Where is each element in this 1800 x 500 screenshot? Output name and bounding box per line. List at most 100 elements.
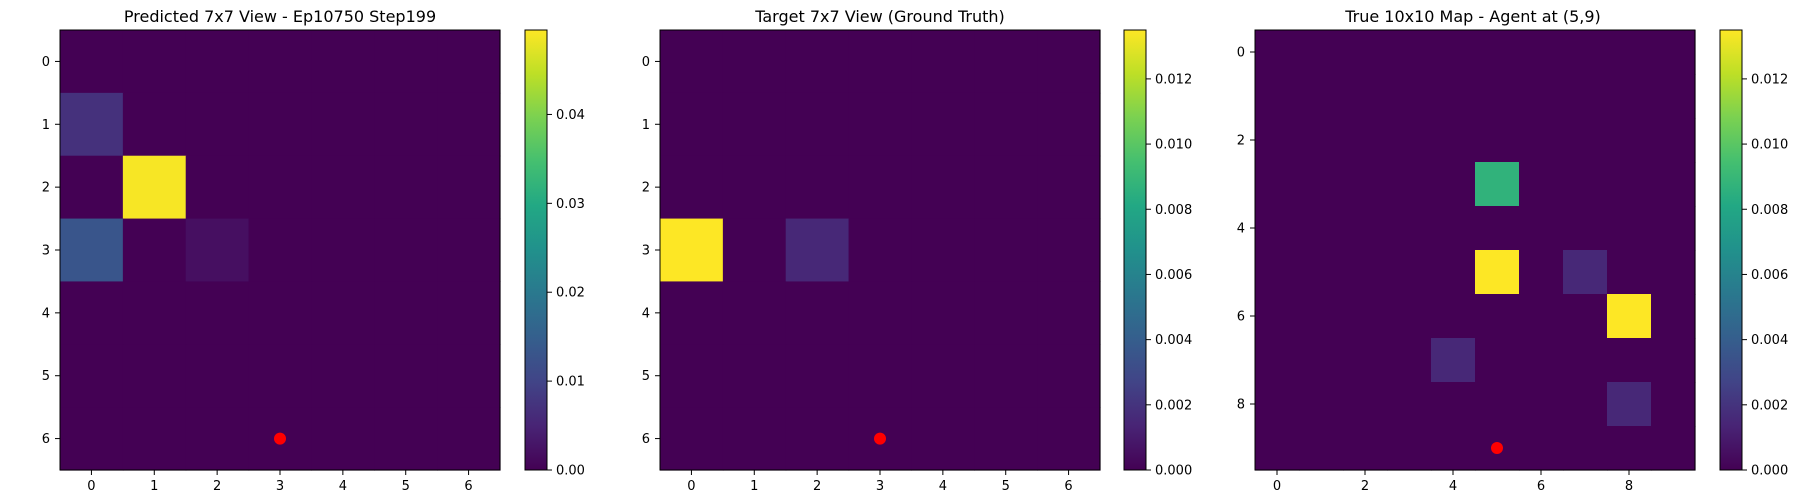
y-tick-label: 4 <box>1237 222 1245 237</box>
heatmap-cell-r2-c8 <box>1607 118 1652 163</box>
heatmap-cell-r3-c7 <box>1563 162 1608 207</box>
heatmap-cell-r1-c2 <box>1343 74 1388 119</box>
heatmap-cell-r0-c7 <box>1563 30 1608 75</box>
heatmap-cell-r5-c2 <box>185 344 250 408</box>
heatmap-cell-r1-c2 <box>785 92 850 157</box>
heatmap-cell-r7-c8 <box>1607 338 1652 383</box>
colorbar-tick-label: 0.006 <box>1155 268 1192 283</box>
heatmap-cell-r1-c6 <box>1519 74 1564 119</box>
x-tick-label: 6 <box>464 479 472 494</box>
heatmap-cell-r2-c2 <box>785 155 850 220</box>
y-tick-label: 6 <box>1237 310 1245 325</box>
y-tick-label: 6 <box>42 432 50 447</box>
heatmap-cell-r3-c6 <box>437 218 501 283</box>
heatmap-cell-r2-c6 <box>1037 155 1101 220</box>
heatmap-cell-r8-c0 <box>1255 382 1300 427</box>
colorbar-tick-label: 0.012 <box>1751 72 1788 87</box>
heatmap-cell-r5-c5 <box>974 344 1038 408</box>
heatmap-cell-r3-c6 <box>1037 218 1101 283</box>
x-tick-label: 4 <box>1449 479 1457 494</box>
heatmap-cell-r2-c5 <box>974 155 1038 220</box>
heatmap-cell-r5-c8 <box>1607 250 1652 295</box>
heatmap-cell-r4-c3 <box>1387 206 1432 251</box>
colorbar-tick-label: 0.008 <box>1751 203 1788 218</box>
heatmap-cell-r0-c1 <box>122 30 187 94</box>
heatmap-cell-r4-c6 <box>437 281 501 345</box>
heatmap-cell-r3-c4 <box>1431 162 1476 207</box>
heatmap-cell-r0-c0 <box>1255 30 1300 75</box>
heatmap-cell-r1-c0 <box>60 92 124 157</box>
heatmap-cell-r2-c3 <box>248 155 313 220</box>
heatmap-cell-r0-c6 <box>437 30 501 94</box>
heatmap-cell-r1-c4 <box>911 92 975 157</box>
heatmap-cell-r9-c4 <box>1431 426 1476 471</box>
heatmap-cell-r4-c4 <box>1431 206 1476 251</box>
heatmap-cell-r5-c5 <box>374 344 438 408</box>
x-tick-label: 6 <box>1537 479 1545 494</box>
heatmap-cell-r3-c4 <box>911 218 975 283</box>
heatmap-cell-r7-c5 <box>1475 338 1520 383</box>
colorbar-tick-label: 0.006 <box>1751 268 1788 283</box>
heatmap-cell-r1-c5 <box>374 92 438 157</box>
heatmap-cell-r1-c3 <box>248 92 313 157</box>
colorbar-tick-label: 0.004 <box>1751 333 1788 348</box>
heatmap-cell-r2-c5 <box>1475 118 1520 163</box>
heatmap-cell-r4-c3 <box>248 281 313 345</box>
heatmap-cell-r6-c4 <box>311 407 375 471</box>
heatmap-cell-r7-c7 <box>1563 338 1608 383</box>
heatmap-cell-r1-c0 <box>660 92 724 157</box>
heatmap-cell-r4-c6 <box>1037 281 1101 345</box>
heatmap-cell-r4-c1 <box>722 281 787 345</box>
heatmap-cell-r3-c1 <box>722 218 787 283</box>
heatmap-cell-r5-c5 <box>1475 250 1520 295</box>
heatmap-cell-r3-c0 <box>60 218 124 283</box>
heatmap-cell-r2-c3 <box>1387 118 1432 163</box>
heatmap-cell-r0-c0 <box>660 30 724 94</box>
y-tick-label: 0 <box>642 55 650 70</box>
heatmap-cell-r1-c4 <box>311 92 375 157</box>
heatmap-cell-r5-c7 <box>1563 250 1608 295</box>
title-predicted: Predicted 7x7 View - Ep10750 Step199 <box>124 7 436 26</box>
heatmap-cell-r8-c6 <box>1519 382 1564 427</box>
heatmap-cell-r8-c3 <box>1387 382 1432 427</box>
y-tick-label: 3 <box>42 244 50 259</box>
heatmap-cell-r1-c6 <box>1037 92 1101 157</box>
heatmap-cell-r2-c0 <box>660 155 724 220</box>
heatmap-cell-r3-c5 <box>374 218 438 283</box>
y-tick-label: 0 <box>42 55 50 70</box>
heatmap-cell-r5-c1 <box>122 344 187 408</box>
heatmap-cell-r2-c7 <box>1563 118 1608 163</box>
heatmap-cell-r5-c2 <box>1343 250 1388 295</box>
x-tick-label: 0 <box>687 479 695 494</box>
heatmap-cell-r6-c6 <box>437 407 501 471</box>
agent-position-marker <box>274 432 286 445</box>
heatmap-cell-r8-c5 <box>1475 382 1520 427</box>
x-tick-label: 0 <box>1273 479 1281 494</box>
heatmap-cell-r5-c3 <box>248 344 313 408</box>
colorbar-tick-label: 0.000 <box>1751 464 1788 479</box>
heatmap-cell-r6-c6 <box>1519 294 1564 339</box>
heatmap-cell-r1-c3 <box>1387 74 1432 119</box>
colorbar-tick-label: 0.002 <box>1155 398 1192 413</box>
heatmap-cell-r0-c1 <box>722 30 787 94</box>
heatmap-cell-r6-c5 <box>1475 294 1520 339</box>
heatmap-cell-r1-c6 <box>437 92 501 157</box>
heatmap-cell-r3-c1 <box>122 218 187 283</box>
heatmap-cell-r8-c4 <box>1431 382 1476 427</box>
heatmap-cell-r7-c2 <box>1343 338 1388 383</box>
agent-position-marker <box>1491 442 1503 454</box>
y-tick-label: 2 <box>42 181 50 196</box>
colorbar-tick-label: 0.002 <box>1751 398 1788 413</box>
heatmap-cell-r4-c4 <box>911 281 975 345</box>
heatmap-cell-r1-c1 <box>722 92 787 157</box>
heatmap-cell-r0-c3 <box>248 30 313 94</box>
x-tick-label: 0 <box>87 479 95 494</box>
heatmap-cell-r6-c4 <box>1431 294 1476 339</box>
axes-frame <box>1254 29 1696 471</box>
colorbar <box>1719 29 1743 471</box>
heatmap-cell-r4-c2 <box>185 281 250 345</box>
heatmap-cell-r8-c8 <box>1607 382 1652 427</box>
heatmap-cell-r9-c3 <box>1387 426 1432 471</box>
heatmap-cell-r3-c0 <box>660 218 724 283</box>
heatmap-cell-r2-c1 <box>1299 118 1344 163</box>
